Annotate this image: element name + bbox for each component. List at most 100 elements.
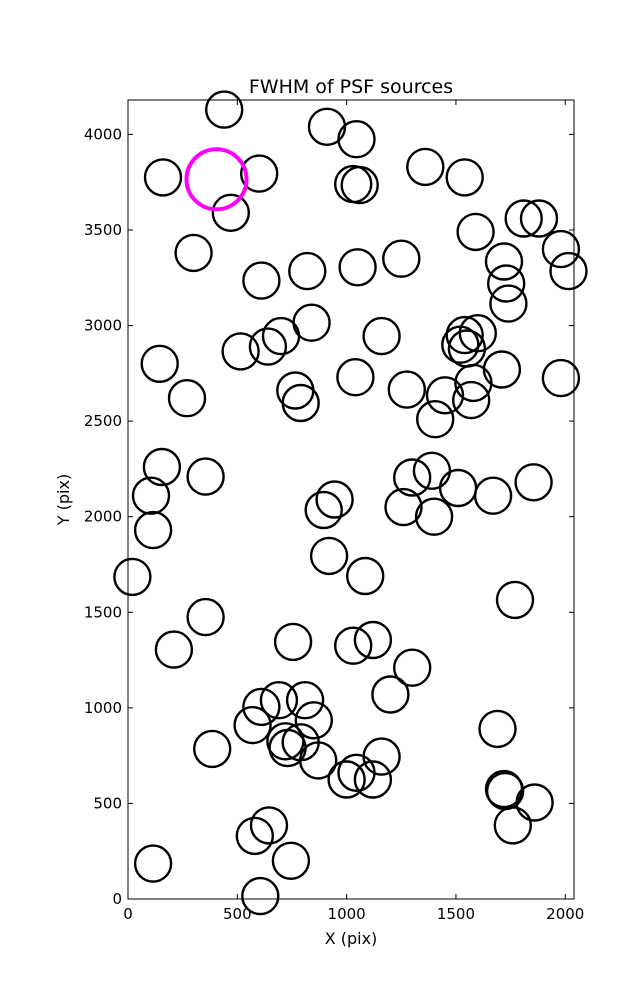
data-point: [235, 816, 275, 856]
data-point: [456, 212, 495, 252]
data-point: [353, 620, 393, 660]
data-point: [131, 476, 171, 515]
data-point: [327, 760, 366, 799]
data-point: [113, 557, 152, 597]
data-point: [541, 358, 581, 398]
data-point: [346, 556, 385, 596]
data-point: [441, 325, 480, 364]
data-point: [288, 251, 327, 291]
data-point: [495, 580, 535, 620]
data-point: [541, 229, 581, 269]
data-point: [211, 193, 251, 233]
x-axis-label: X (pix): [325, 929, 378, 948]
data-point: [167, 379, 207, 418]
y-tick-label: 3000: [84, 317, 122, 335]
data-point: [445, 315, 484, 355]
data-point: [309, 536, 349, 576]
data-point: [514, 463, 553, 502]
data-point: [259, 681, 299, 720]
data-point: [133, 844, 173, 883]
data-point: [393, 458, 432, 497]
x-tick-label: 1500: [437, 905, 475, 923]
x-tick-label: 500: [223, 905, 252, 923]
data-point: [549, 251, 588, 291]
y-axis-label: Y (pix): [54, 474, 73, 526]
data-point: [362, 316, 401, 356]
data-point: [248, 327, 288, 366]
data-point: [142, 447, 182, 487]
data-point: [186, 457, 225, 496]
y-tick-label: 500: [93, 794, 122, 812]
data-point: [242, 687, 281, 727]
ticks-layer: 0 500 1000 1500 2000 0 500 1000 1500 2000 2500 3000…: [84, 100, 584, 923]
data-point: [416, 400, 455, 439]
data-point: [519, 199, 559, 238]
data-point: [454, 363, 493, 403]
data-point: [337, 119, 376, 159]
data-point: [261, 316, 301, 356]
data-point: [384, 487, 423, 527]
data-point: [353, 760, 393, 799]
data-point: [473, 476, 513, 515]
data-point: [340, 165, 379, 205]
plot-frame: [127, 99, 575, 900]
data-point: [133, 510, 173, 550]
y-tick-label: 2000: [84, 508, 122, 526]
data-point: [425, 376, 465, 415]
data-point: [204, 90, 244, 129]
data-point: [271, 841, 311, 880]
data-point: [304, 490, 343, 530]
data-point: [242, 261, 281, 300]
data-point: [299, 741, 338, 780]
data-point: [192, 729, 232, 769]
data-point: [406, 147, 445, 187]
data-point: [334, 626, 373, 665]
data-point: [515, 783, 554, 822]
data-point: [393, 648, 432, 687]
markers-layer: [113, 90, 588, 916]
x-tick-label: 1000: [328, 905, 366, 923]
x-tick-label: 2000: [546, 905, 584, 923]
data-point: [382, 239, 421, 278]
y-tick-label: 1000: [84, 699, 122, 717]
data-point: [493, 806, 532, 845]
data-point: [315, 480, 354, 519]
data-point: [285, 681, 325, 720]
data-point: [249, 806, 289, 845]
data-point: [484, 242, 524, 281]
data-point: [337, 753, 376, 792]
data-point: [452, 380, 491, 420]
data-point: [294, 701, 333, 740]
chart-title: FWHM of PSF sources: [249, 76, 453, 98]
y-tick-label: 0: [112, 890, 122, 908]
data-point: [186, 597, 225, 637]
data-point: [140, 344, 179, 383]
data-point: [489, 284, 528, 323]
data-point: [336, 358, 375, 397]
highlight-marker: [184, 147, 249, 212]
data-point: [487, 264, 526, 303]
data-point: [478, 709, 517, 749]
data-point: [221, 332, 260, 371]
data-point: [174, 233, 213, 273]
data-point: [240, 154, 279, 193]
data-point: [387, 370, 426, 409]
data-point: [233, 705, 272, 745]
data-point: [273, 622, 313, 662]
data-point: [371, 675, 410, 714]
data-point: [504, 199, 543, 238]
data-point: [241, 876, 280, 916]
data-point: [414, 497, 454, 536]
y-tick-label: 1500: [84, 603, 122, 621]
y-tick-label: 3500: [84, 221, 122, 239]
y-tick-label: 4000: [84, 125, 122, 143]
data-point: [338, 248, 377, 287]
y-tick-label: 2500: [84, 412, 122, 430]
data-point: [445, 158, 484, 197]
x-tick-label: 0: [123, 905, 133, 923]
data-point: [281, 383, 320, 423]
data-point: [154, 630, 194, 669]
